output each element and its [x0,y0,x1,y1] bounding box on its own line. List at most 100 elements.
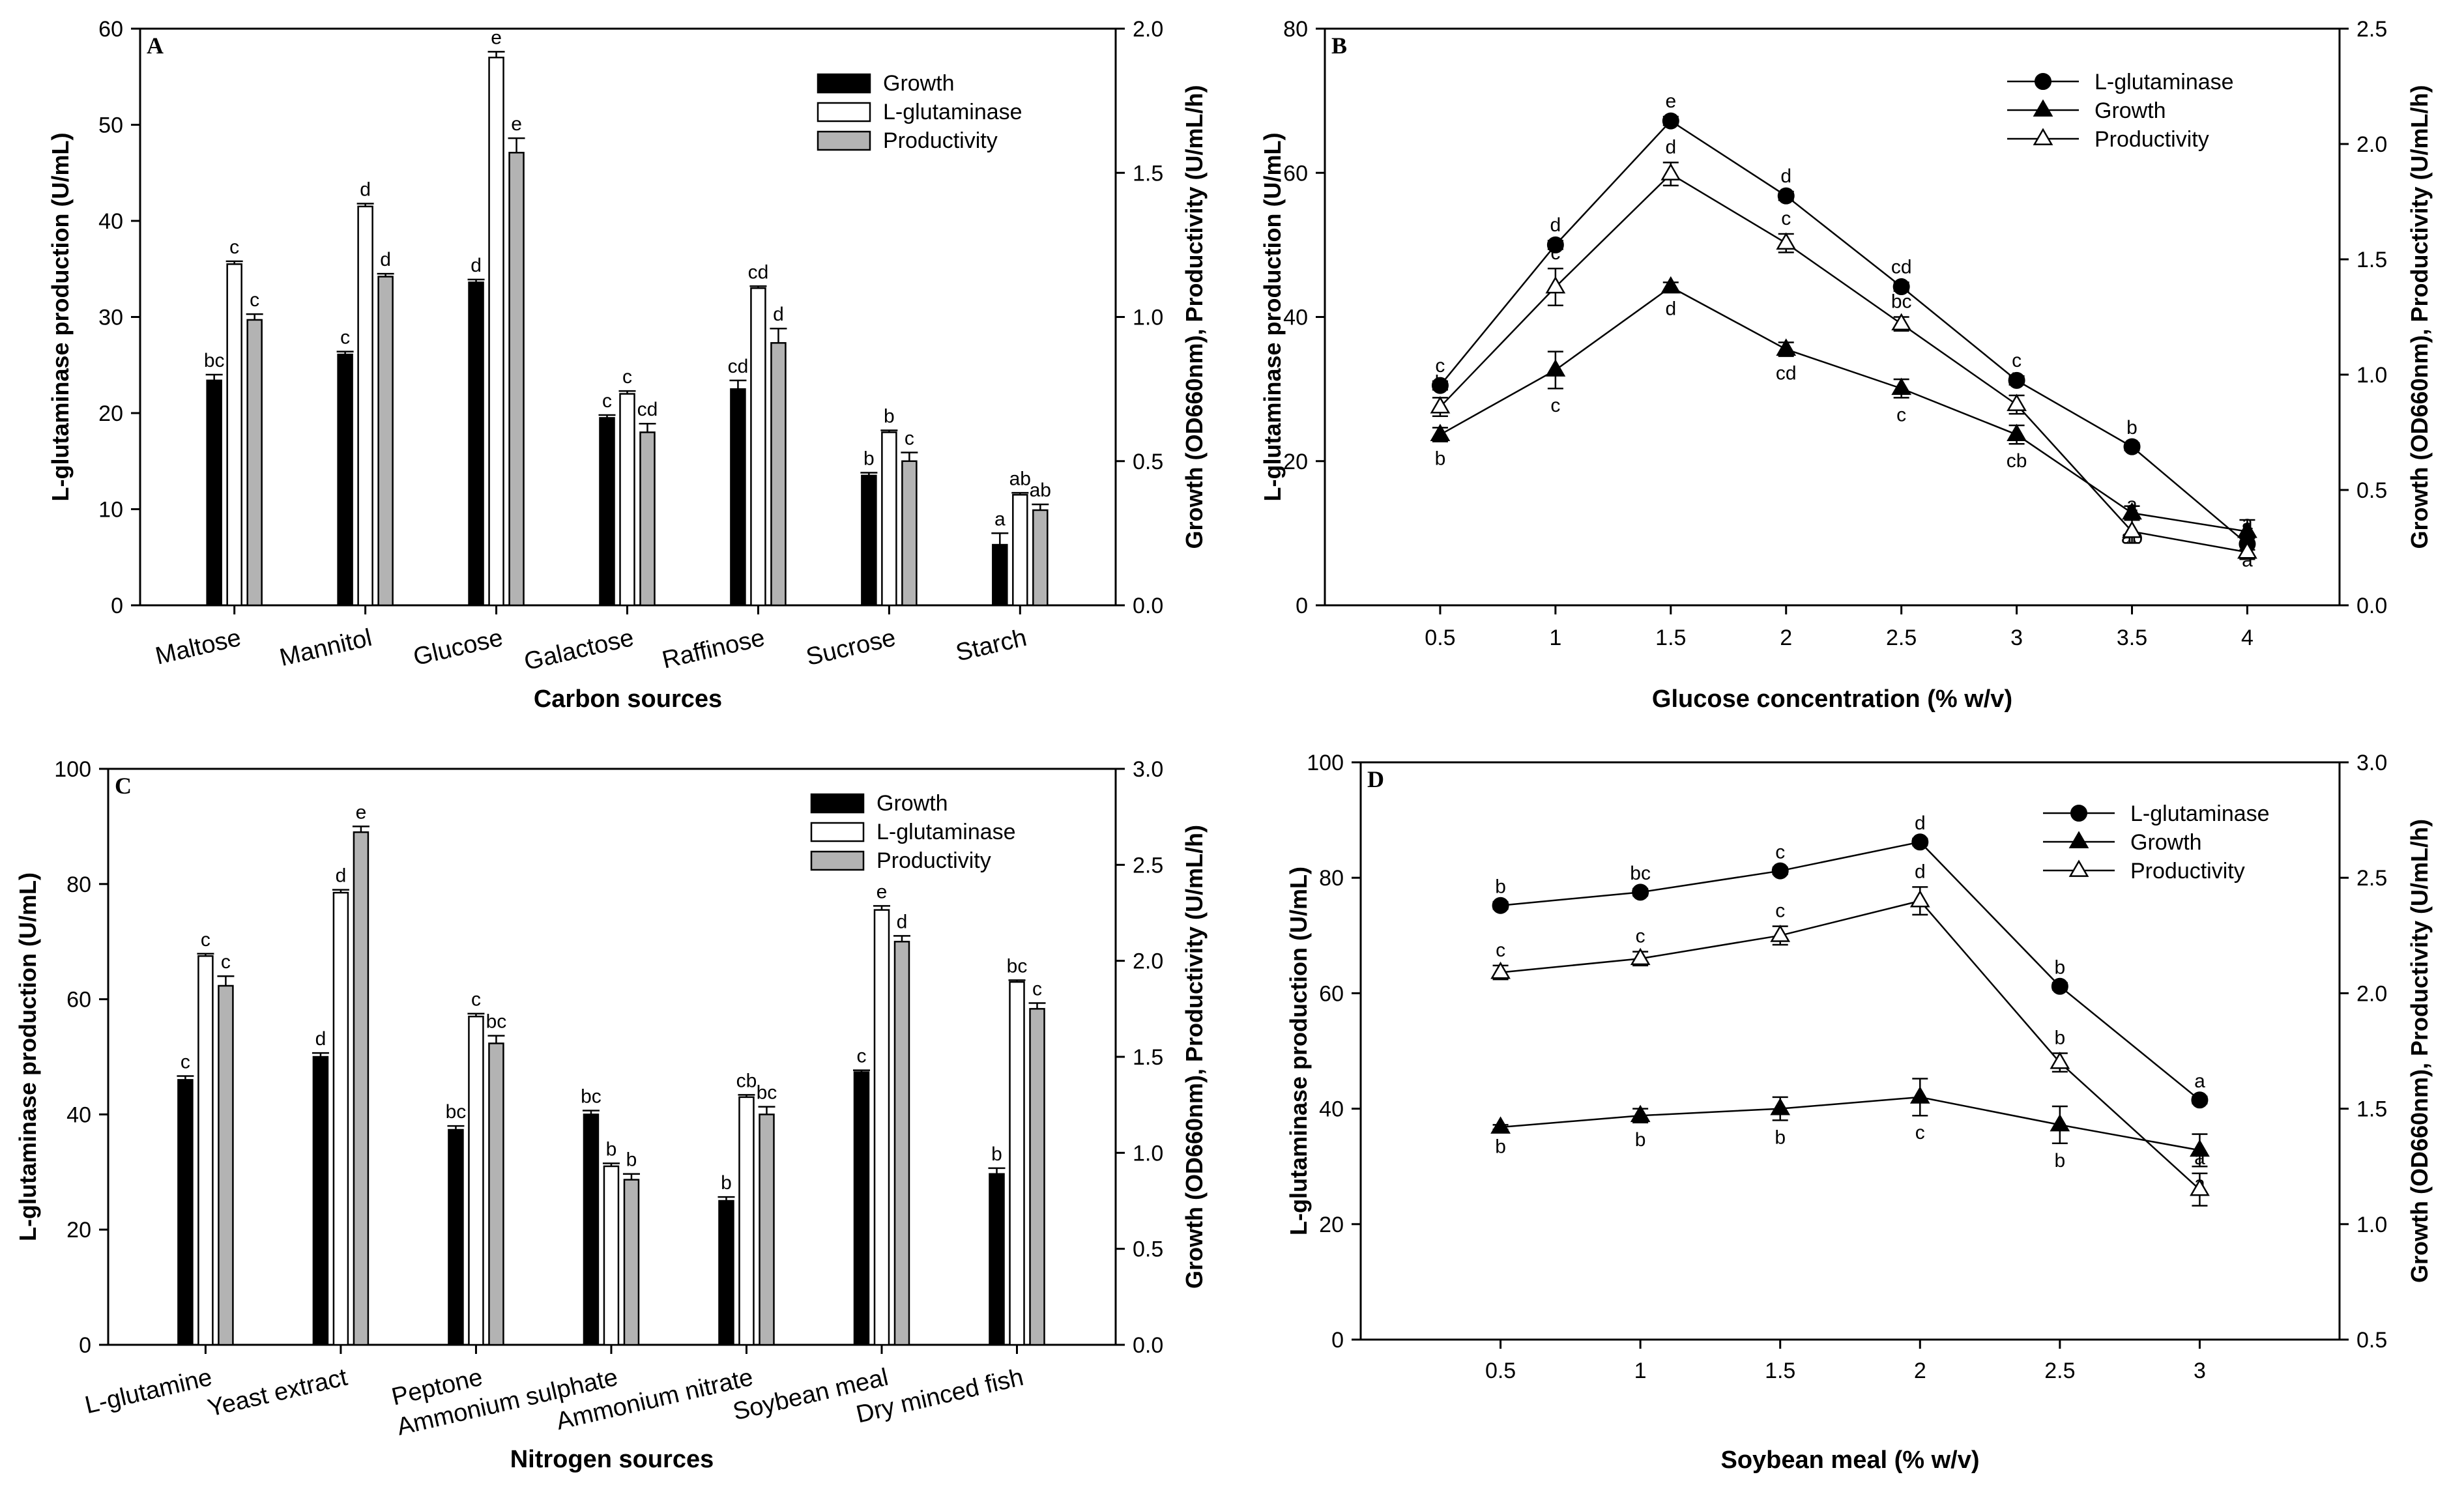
bar [197,955,214,1346]
legend-label: Growth [877,791,948,816]
significance-letter: cd [728,356,749,377]
bar [357,205,373,607]
panel-letter: A [147,33,164,59]
series-line [1500,900,2201,1190]
significance-letter: b [2055,956,2066,978]
significance-letter: cd [637,399,658,420]
y2-axis-label: Growth (OD660nm), Productivity (U/mL/h) [1181,85,1208,549]
y-tick-label: 20 [66,1218,91,1243]
y2-tick-label: 1.0 [2356,363,2387,388]
y2-tick-label: 3.0 [1133,757,1163,782]
significance-letter: b [1435,371,1446,393]
y-tick-label: 10 [98,498,123,523]
data-point [2050,1114,2070,1132]
y2-tick-label: 0.0 [1133,1333,1163,1358]
legend-swatch [817,102,871,122]
x-tick-label: 0.5 [1485,1358,1516,1383]
x-tick-label: 0.5 [1425,625,1455,650]
y2-tick-label: 1.0 [2356,1213,2387,1237]
y2-tick-label: 2.5 [2356,866,2387,891]
significance-letter: bc [757,1082,777,1104]
series-line [1500,841,2201,1101]
significance-letter: b [863,448,875,469]
significance-letter: d [1550,214,1561,236]
data-point [2123,438,2141,455]
panel-b: 0 20 40 60 80 0.0 0.5 1.0 1.5 2.0 2.5 B L-glutaminas… [1259,17,2433,713]
y-tick-label: 60 [66,988,91,1013]
significance-letter: e [511,113,522,135]
data-point [1630,1104,1651,1123]
y2-axis-label: Growth (OD660nm), Productivity (U/mL/h) [2406,819,2433,1283]
x-tick-label: 3 [2194,1358,2206,1383]
y2-tick-label: 1.5 [1133,1045,1163,1070]
y2-tick-label: 2.0 [1133,949,1163,974]
significance-letter: cb [736,1070,757,1091]
y2-tick-label: 0.0 [1133,594,1163,618]
bar [1032,509,1049,607]
data-point [2237,541,2257,559]
bar [206,379,222,607]
significance-letter: ab [1030,480,1051,501]
significance-letter: c [1775,841,1785,863]
legend-label: Productivity [2094,127,2209,152]
bar [353,831,370,1346]
y-tick-label: 80 [1319,866,1344,891]
data-point [2051,977,2068,995]
significance-letter: b [1775,1127,1786,1148]
x-axis-label: Carbon sources [534,685,722,713]
significance-letter: c [1550,242,1560,264]
x-tick-label: 3 [2010,625,2023,650]
significance-letter: a [2194,1071,2205,1092]
significance-letter: bc [204,350,225,371]
significance-letter: b [991,1143,1002,1165]
y2-tick-label: 1.5 [2356,248,2387,272]
y2-tick-label: 1.5 [2356,1097,2387,1122]
significance-letter: bc [446,1101,467,1123]
data-point [1546,236,1564,253]
data-point [1770,1097,1791,1115]
data-point [2237,521,2257,538]
x-tick-label: 3.5 [2117,625,2147,650]
bar [488,57,504,607]
significance-letter: bc [1630,863,1651,884]
y-tick-label: 100 [54,757,91,782]
significance-letter: c [1550,395,1560,416]
data-point [2190,1179,2210,1196]
significance-letter: cd [1891,256,1912,278]
significance-letter: c [1435,355,1445,377]
bar [853,1071,870,1346]
bar [599,417,615,607]
data-point [2122,502,2142,520]
significance-letter: c [622,366,632,388]
significance-letter: b [606,1139,617,1160]
x-tick-label: 1 [1549,625,1561,650]
y-tick-label: 100 [1307,751,1344,775]
significance-letter: c [221,951,231,973]
series-line [1440,173,2248,553]
significance-letter: cb [2007,450,2027,472]
panel-d: 0 20 40 60 80 100 0.5 1.0 1.5 2.0 2.5 3.0 D L-glutami… [1285,751,2433,1474]
bar [218,984,234,1346]
significance-letter: c [1896,404,1906,425]
x-axis-label: Glucose concentration (% w/v) [1652,685,2012,713]
data-point [1632,884,1649,901]
data-point [1771,862,1789,880]
significance-letter: b [1495,1136,1506,1157]
legend-swatch [810,822,865,842]
x-tick-label: 4 [2241,625,2254,650]
data-point [1662,112,1679,130]
panel-letter: C [115,773,132,799]
x-tick-label: 2.5 [2044,1358,2075,1383]
significance-letter: a [2242,519,2253,541]
data-point [1490,1116,1511,1134]
y-tick-label: 0 [79,1333,91,1358]
y-tick-label: 80 [66,872,91,897]
significance-letter: d [1915,861,1926,882]
bar [989,1173,1005,1346]
data-point [1909,890,1930,908]
significance-letter: b [721,1172,732,1194]
x-tick-label: 2 [1780,625,1792,650]
legend-label: L-glutaminase [2130,801,2270,826]
y2-tick-label: 1.0 [1133,306,1163,330]
significance-letter: cd [748,261,769,283]
